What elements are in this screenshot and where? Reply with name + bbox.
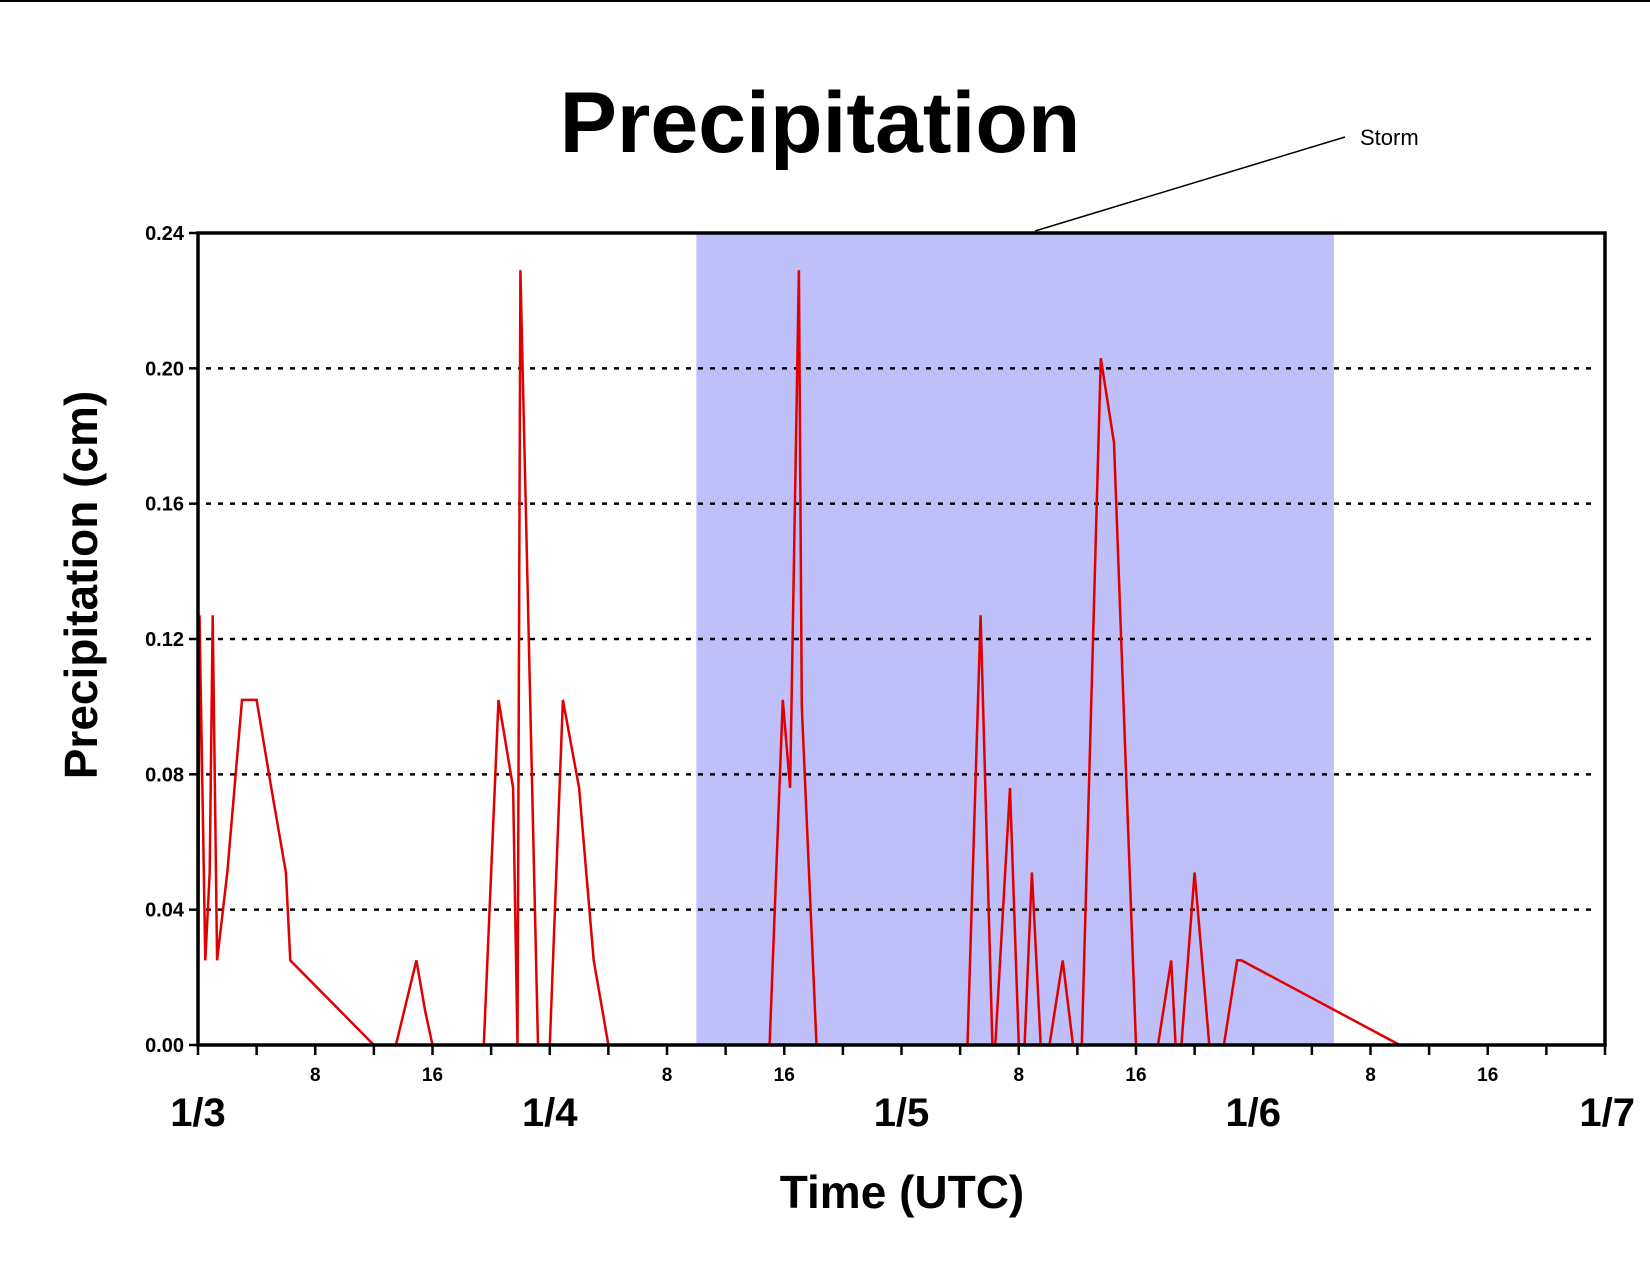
x-day-label-4: 1/7 [1579,1091,1635,1135]
x-hour-label-4: 8 [1013,1065,1024,1086]
storm-annotation-label: Storm [1360,125,1419,150]
x-hour-label-0: 8 [310,1065,321,1086]
x-hour-label-5: 16 [1125,1065,1146,1086]
x-hour-label-3: 16 [774,1065,795,1086]
y-tick-label-1: 0.04 [145,900,185,922]
x-axis-label: Time (UTC) [780,1166,1025,1218]
y-tick-label-2: 0.08 [145,764,184,786]
y-tick-label-3: 0.12 [145,629,184,651]
x-day-label-2: 1/5 [874,1091,930,1135]
y-tick-label-4: 0.16 [145,494,184,516]
x-hour-label-2: 8 [662,1065,673,1086]
x-hour-label-6: 8 [1365,1065,1376,1086]
y-tick-label-6: 0.24 [145,223,185,245]
storm-annotation-leader [1034,136,1346,232]
chart-title: Precipitation [560,75,1081,171]
x-hour-label-7: 16 [1477,1065,1498,1086]
x-day-label-3: 1/6 [1225,1091,1281,1135]
y-tick-label-0: 0.00 [145,1035,184,1057]
x-day-label-0: 1/3 [170,1091,226,1135]
plot-area: 0.00 0.04 0.08 0.12 0.16 0.20 0.24 8 16 8 16 8 16 8 16… [145,223,1635,1135]
y-axis-label: Precipitation (cm) [55,391,107,780]
x-hour-label-1: 16 [422,1065,443,1086]
x-day-label-1: 1/4 [522,1091,578,1135]
y-tick-label-5: 0.20 [145,358,184,380]
